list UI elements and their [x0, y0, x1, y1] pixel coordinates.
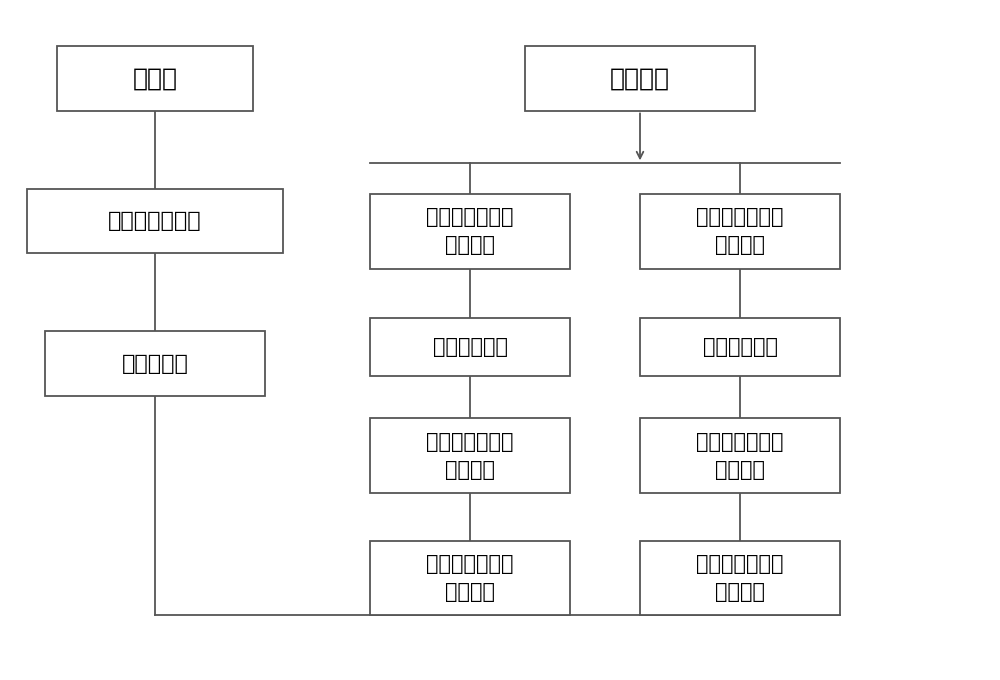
Bar: [370, 194, 570, 269]
Bar: [370, 418, 570, 493]
Text: 凝结水母管: 凝结水母管: [122, 354, 188, 374]
Text: 第二凝结水泵入
口电动门: 第二凝结水泵入 口电动门: [696, 207, 784, 255]
Text: 第一凝结水泵出
口电动门: 第一凝结水泵出 口电动门: [426, 554, 514, 602]
Bar: [525, 46, 755, 110]
Bar: [57, 46, 252, 110]
Text: 第二凝结水泵出
口逆止门: 第二凝结水泵出 口逆止门: [696, 432, 784, 479]
Text: 第一凝结水泵: 第一凝结水泵: [432, 337, 508, 357]
Bar: [45, 331, 265, 396]
Bar: [640, 194, 840, 269]
Text: 除氧器: 除氧器: [132, 66, 178, 90]
Bar: [640, 318, 840, 375]
Text: 第二凝结水泵出
口电动门: 第二凝结水泵出 口电动门: [696, 554, 784, 602]
Text: 第一凝结水泵入
口电动门: 第一凝结水泵入 口电动门: [426, 207, 514, 255]
Bar: [370, 318, 570, 375]
Text: 排汽装置: 排汽装置: [610, 66, 670, 90]
Text: 除氧器上水调门: 除氧器上水调门: [108, 211, 202, 231]
Bar: [640, 418, 840, 493]
Bar: [27, 188, 283, 253]
Bar: [640, 541, 840, 615]
Text: 第二凝结水泵: 第二凝结水泵: [702, 337, 778, 357]
Text: 第一凝结水泵出
口逆止门: 第一凝结水泵出 口逆止门: [426, 432, 514, 479]
Bar: [370, 541, 570, 615]
